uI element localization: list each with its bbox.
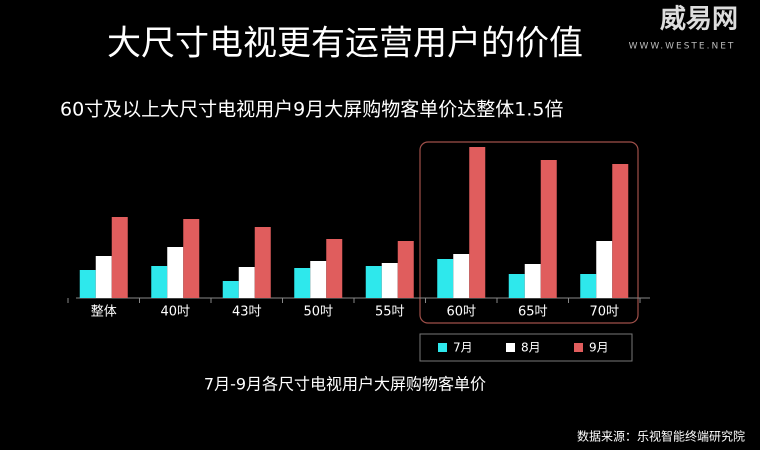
legend-box (419, 333, 633, 362)
x-tick-label: 55吋 (375, 305, 405, 320)
chart-caption: 7月-9月各尺寸电视用户大屏购物客单价 (204, 375, 486, 394)
x-tick-label: 40吋 (160, 305, 190, 320)
bar (580, 274, 597, 298)
bar (596, 241, 613, 298)
bar (397, 241, 414, 298)
bar (365, 266, 382, 298)
legend-swatch (574, 343, 583, 352)
bar (469, 147, 486, 298)
logo-name: 威易网 (660, 4, 738, 35)
bar (95, 256, 112, 298)
bar (79, 270, 96, 298)
bar (326, 239, 343, 298)
bar (111, 217, 128, 298)
legend-label: 9月 (589, 341, 609, 355)
chart-subtitle: 60寸及以上大尺寸电视用户9月大屏购物客单价达整体1.5倍 (60, 99, 563, 121)
bar (167, 247, 184, 298)
legend-label: 7月 (453, 341, 473, 355)
bar (508, 274, 525, 298)
logo-url: WWW.WESTE.NET (629, 42, 736, 52)
legend-swatch (438, 343, 447, 352)
x-tick-label: 65吋 (518, 305, 548, 320)
x-tick-label: 70吋 (589, 305, 619, 320)
bar (612, 164, 629, 298)
bar (381, 263, 398, 298)
bar (310, 261, 327, 298)
legend-swatch (506, 343, 515, 352)
bar (222, 281, 239, 298)
bar (151, 266, 168, 298)
source-note: 数据来源：乐视智能终端研究院 (577, 429, 745, 444)
x-tick-label: 60吋 (446, 305, 476, 320)
highlight-box (419, 141, 639, 324)
x-tick-label: 整体 (91, 305, 117, 320)
chart-title: 大尺寸电视更有运营用户的价值 (107, 24, 583, 64)
bar (540, 160, 557, 298)
legend-label: 8月 (521, 341, 541, 355)
x-tick-label: 50吋 (303, 305, 333, 320)
bar (183, 219, 200, 298)
bar (524, 264, 541, 298)
bar (453, 254, 470, 298)
bar (294, 268, 311, 298)
x-tick-label: 43吋 (232, 305, 262, 320)
bar (254, 227, 271, 298)
bar (238, 267, 255, 298)
bar (437, 259, 454, 298)
